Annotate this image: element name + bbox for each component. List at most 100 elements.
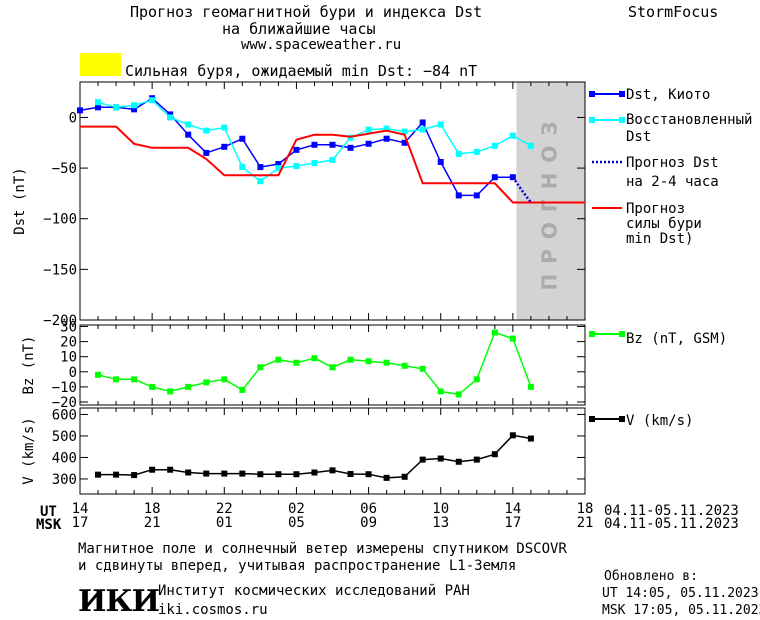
data-point	[473, 456, 480, 463]
series-line	[80, 125, 585, 204]
legend-marker	[589, 117, 595, 123]
data-point	[455, 391, 462, 398]
y-tick-label: 0	[69, 365, 77, 381]
updated-label: Обновлено в:	[604, 569, 698, 584]
date-range-ut: 04.11-05.11.2023	[604, 503, 739, 519]
y-tick-label: 400	[52, 450, 77, 466]
data-point	[383, 474, 390, 481]
y-axis-label: Dst (nT)	[12, 167, 28, 234]
institute-url[interactable]: iki.cosmos.ru	[158, 602, 268, 618]
y-tick-label: −50	[52, 161, 77, 177]
data-point	[527, 142, 534, 149]
data-point	[347, 144, 354, 151]
data-point	[167, 466, 174, 473]
data-point	[401, 139, 408, 146]
data-point	[347, 356, 354, 363]
data-point	[239, 164, 246, 171]
chart-title-line2: на ближайшие часы	[222, 20, 376, 38]
legend-marker	[589, 331, 595, 337]
measurement-note-line2: и сдвинуты вперед, учитывая распростране…	[78, 558, 517, 574]
series-line	[97, 331, 532, 396]
data-point	[491, 329, 498, 336]
panel-frame	[79, 407, 586, 495]
data-point	[419, 119, 426, 126]
series-line	[97, 99, 532, 183]
data-point	[311, 469, 318, 476]
data-point	[185, 383, 192, 390]
y-tick-label: 20	[60, 335, 77, 351]
institute-name: Институт космических исследований РАН	[158, 583, 470, 599]
data-point	[455, 192, 462, 199]
x-tick-label-ut: 18	[144, 501, 161, 517]
legend-label: на 2-4 часа	[626, 174, 719, 190]
data-point	[473, 192, 480, 199]
data-point	[455, 458, 462, 465]
x-tick-label-ut: 10	[432, 501, 449, 517]
data-point	[437, 159, 444, 166]
legend-marker	[589, 416, 595, 422]
y-tick-label: −10	[52, 380, 77, 396]
data-point	[203, 149, 210, 156]
updated-msk: MSK 17:05, 05.11.2023	[602, 603, 760, 618]
data-point	[455, 150, 462, 157]
legend-label: Dst, Киото	[626, 87, 710, 103]
data-point	[221, 124, 228, 131]
data-point	[257, 178, 264, 185]
data-point	[365, 358, 372, 365]
legend-label: силы бури	[626, 216, 702, 232]
data-point	[509, 132, 516, 139]
data-point	[293, 471, 300, 478]
data-point	[365, 471, 372, 478]
y-tick-label: 300	[52, 472, 77, 488]
data-point	[401, 473, 408, 480]
forecast-region	[516, 82, 585, 320]
y-tick-label: 30	[60, 320, 77, 336]
data-point	[419, 456, 426, 463]
data-point	[437, 388, 444, 395]
data-point	[113, 376, 120, 383]
legend-marker	[619, 91, 625, 97]
data-point	[401, 128, 408, 135]
y-tick-label: 600	[52, 407, 77, 423]
y-tick-label: 10	[60, 350, 77, 366]
data-point	[95, 471, 102, 478]
y-tick-label: −100	[43, 212, 77, 228]
legend-label: Dst	[626, 129, 651, 145]
data-point	[275, 356, 282, 363]
y-axis-label: V (km/s)	[21, 417, 37, 484]
data-point	[437, 121, 444, 128]
data-point	[149, 383, 156, 390]
x-tick-label-ut: 14	[72, 501, 89, 517]
data-point	[131, 472, 138, 479]
data-point	[203, 379, 210, 386]
data-point	[329, 467, 336, 474]
series-line	[511, 176, 532, 204]
data-point	[257, 471, 264, 478]
x-tick-label-ut: 14	[504, 501, 521, 517]
measurement-note-line1: Магнитное поле и солнечный ветер измерен…	[78, 541, 567, 557]
data-point	[329, 141, 336, 148]
updated-ut: UT 14:05, 05.11.2023	[602, 586, 759, 601]
data-point	[509, 174, 516, 181]
source-url[interactable]: www.spaceweather.ru	[241, 37, 402, 53]
data-point	[275, 161, 282, 168]
data-point	[527, 435, 534, 442]
data-point	[221, 143, 228, 150]
data-point	[203, 127, 210, 134]
forecast-label: ПРОГНОЗ	[538, 111, 562, 290]
legend-marker	[619, 117, 625, 123]
data-point	[185, 131, 192, 138]
x-tick-label-ut: 22	[216, 501, 233, 517]
legend-label: V (km/s)	[626, 413, 693, 429]
legend-label: Прогноз Dst	[626, 155, 719, 171]
data-point	[275, 471, 282, 478]
x-tick-label-msk: 21	[144, 515, 161, 531]
data-point	[491, 174, 498, 181]
x-tick-label-msk: 17	[72, 515, 89, 531]
legend-marker	[619, 416, 625, 422]
y-tick-label: −150	[43, 262, 77, 278]
msk-axis-label: MSK	[36, 517, 62, 533]
data-point	[131, 102, 138, 109]
y-tick-label: −200	[43, 313, 77, 329]
